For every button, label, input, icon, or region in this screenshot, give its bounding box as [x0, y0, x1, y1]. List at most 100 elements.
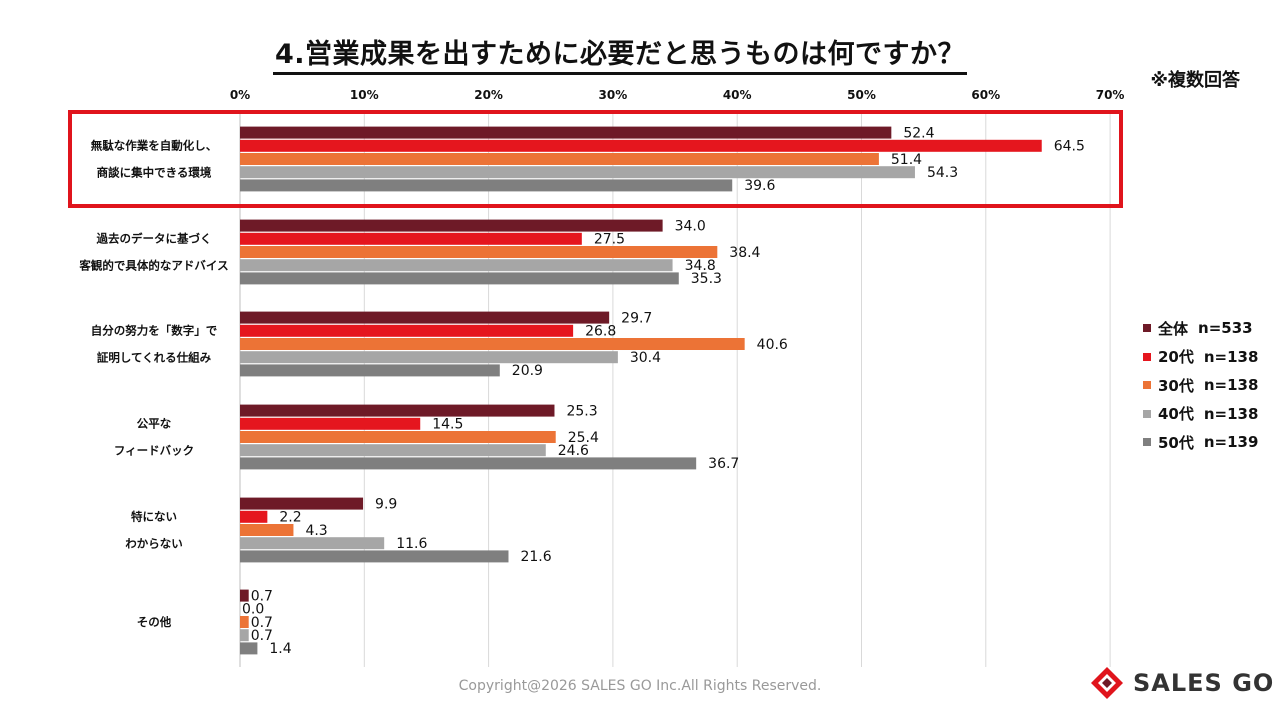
category-label: 自分の努力を「数字」で [91, 324, 218, 338]
data-label: 25.4 [568, 430, 599, 446]
x-tick-label: 40% [723, 88, 752, 102]
category-label: フィードバック [114, 444, 194, 458]
legend-swatch [1143, 409, 1151, 418]
legend-series-name: 全体 [1158, 319, 1189, 338]
bar [240, 153, 879, 165]
legend-series-name: 50代 [1158, 433, 1194, 452]
legend-sample-size: n=138 [1203, 376, 1259, 395]
legend-swatch [1143, 324, 1151, 333]
legend-swatch [1143, 381, 1151, 390]
bar [240, 510, 268, 523]
data-label: 51.4 [891, 152, 922, 168]
data-label: 20.9 [512, 363, 543, 379]
bar [240, 417, 421, 430]
x-tick-label: 0% [230, 88, 250, 102]
bar [240, 272, 679, 285]
data-label: 39.6 [744, 178, 775, 194]
x-tick-label: 10% [350, 88, 379, 102]
category-label: 過去のデータに基づく [96, 232, 212, 246]
bar [240, 311, 610, 324]
bar [240, 166, 915, 179]
category-label: 無駄な作業を自動化し、 [91, 139, 218, 153]
bar [240, 324, 574, 337]
chart-legend: 全体 n=533 20代 n=138 30代 n=138 40代 n=138 50代 n=139 [1143, 314, 1258, 457]
bar [240, 364, 500, 377]
bar [240, 179, 733, 192]
data-label: 34.8 [685, 258, 716, 274]
legend-sample-size: n=139 [1203, 433, 1259, 452]
multiple-answer-note: ※複数回答 [1150, 70, 1241, 91]
sales-go-logo: SALES GO [1090, 666, 1274, 700]
bar [240, 126, 892, 139]
bar [240, 139, 1042, 152]
legend-series-name: 40代 [1158, 405, 1194, 424]
data-label: 64.5 [1054, 139, 1085, 155]
legend-sample-size: n=138 [1203, 404, 1259, 423]
x-tick-label: 50% [847, 88, 876, 102]
bar [240, 524, 294, 536]
legend-item: 30代 n=138 [1143, 371, 1258, 400]
data-label: 29.7 [621, 310, 652, 326]
bar [240, 629, 249, 642]
bar [240, 444, 546, 457]
x-tick-label: 20% [474, 88, 503, 102]
category-label: 証明してくれる仕組み [97, 351, 212, 365]
legend-swatch [1143, 438, 1151, 447]
data-label: 14.5 [432, 417, 463, 433]
bar [240, 259, 673, 272]
data-label: 27.5 [594, 232, 625, 248]
legend-series-name: 30代 [1158, 376, 1194, 395]
data-label: 21.6 [520, 549, 551, 565]
category-label: わからない [125, 537, 183, 551]
bar [240, 351, 618, 364]
data-label: 34.0 [675, 218, 706, 234]
category-label: その他 [137, 615, 172, 629]
data-label: 2.2 [279, 510, 301, 526]
legend-item: 20代 n=138 [1143, 343, 1258, 372]
diamond-logo-icon [1091, 667, 1123, 699]
data-label: 4.3 [305, 523, 327, 539]
data-label: 0.0 [242, 602, 264, 618]
data-label: 52.4 [903, 125, 934, 141]
bar [240, 457, 697, 470]
category-label: 特にない [131, 510, 177, 524]
category-label: 公平な [137, 417, 172, 431]
data-label: 24.6 [558, 443, 589, 459]
x-tick-label: 30% [599, 88, 628, 102]
legend-item: 40代 n=138 [1143, 400, 1258, 429]
data-label: 9.9 [375, 496, 397, 512]
data-label: 0.7 [251, 588, 273, 604]
bar [240, 537, 385, 550]
bar [240, 246, 718, 258]
chart-title: 4.営業成果を出すために必要だと思うものは何ですか？ [0, 32, 1240, 75]
copyright-text: Copyright@2026 SALES GO Inc.All Rights R… [458, 678, 822, 694]
data-label: 30.4 [630, 350, 661, 366]
data-label: 36.7 [708, 456, 739, 472]
data-label: 0.7 [251, 615, 273, 631]
category-label: 客観的で具体的なアドバイス [78, 259, 228, 273]
data-label: 38.4 [729, 245, 760, 261]
bar [240, 616, 249, 628]
bar [240, 338, 745, 350]
data-label: 35.3 [691, 271, 722, 287]
bar [240, 232, 582, 245]
x-tick-label: 70% [1096, 88, 1125, 102]
legend-item: 全体 n=533 [1143, 314, 1258, 343]
bar [240, 497, 364, 510]
legend-sample-size: n=138 [1203, 347, 1259, 366]
bar [240, 219, 663, 232]
bar [240, 642, 258, 655]
x-tick-label: 60% [971, 88, 1000, 102]
legend-swatch [1143, 352, 1151, 361]
data-label: 1.4 [269, 641, 291, 657]
bar [240, 550, 509, 563]
bar [240, 589, 249, 602]
data-label: 40.6 [757, 337, 788, 353]
data-label: 26.8 [585, 324, 616, 340]
highlight-box [68, 110, 1123, 208]
category-label: 商談に集中できる環境 [97, 166, 212, 180]
data-label: 0.7 [251, 628, 273, 644]
data-label: 25.3 [566, 403, 597, 419]
legend-item: 50代 n=139 [1143, 428, 1258, 457]
